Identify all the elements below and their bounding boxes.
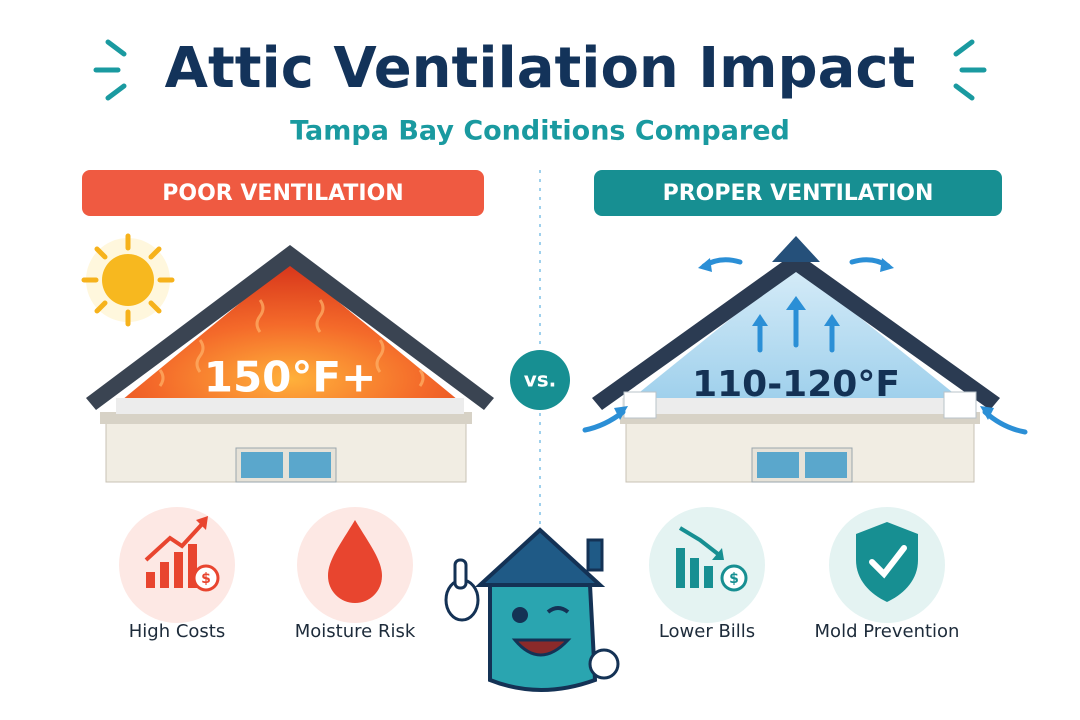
header-decor — [93, 39, 987, 101]
vs-badge — [510, 350, 570, 410]
icons: $ $ — [119, 507, 945, 623]
subtitle: Tampa Bay Conditions Compared — [290, 116, 790, 147]
vs-label: vs. — [524, 368, 557, 392]
proper-label: PROPER VENTILATION — [663, 181, 934, 206]
hot-temperature: 150°F+ — [204, 353, 377, 402]
poor-label: POOR VENTILATION — [162, 181, 403, 206]
cool-temperature: 110-120°F — [692, 364, 900, 405]
item-label: Moisture Risk — [295, 621, 416, 642]
proper-banner — [594, 170, 1002, 216]
item-label: Lower Bills — [659, 621, 755, 642]
cool-house — [582, 236, 1028, 483]
hot-house — [81, 233, 494, 483]
item-label: High Costs — [129, 621, 226, 642]
svg-text:$: $ — [729, 571, 739, 587]
title: Attic Ventilation Impact — [165, 36, 916, 101]
poor-banner — [82, 170, 484, 216]
item-label: Mold Prevention — [815, 621, 960, 642]
mascot — [444, 527, 620, 692]
svg-text:$: $ — [201, 571, 211, 587]
